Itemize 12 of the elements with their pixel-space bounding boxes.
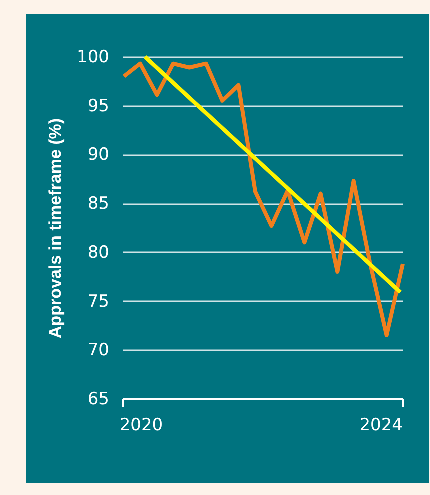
y-tick-label: 100	[77, 48, 110, 68]
y-tick-label: 65	[88, 390, 110, 410]
y-tick-label: 70	[88, 340, 110, 361]
line-series	[122, 62, 405, 338]
y-tick-label: 80	[88, 242, 110, 263]
x-tick-label: 2020	[120, 416, 164, 436]
y-tick-label: 95	[88, 96, 110, 116]
y-axis-title: Approvals in timeframe (%)	[46, 118, 66, 339]
y-tick-label: 85	[88, 194, 110, 214]
y-tick-label: 90	[88, 145, 110, 166]
y-tick-label: 75	[88, 292, 110, 312]
x-tick-label: 2024	[360, 416, 403, 436]
